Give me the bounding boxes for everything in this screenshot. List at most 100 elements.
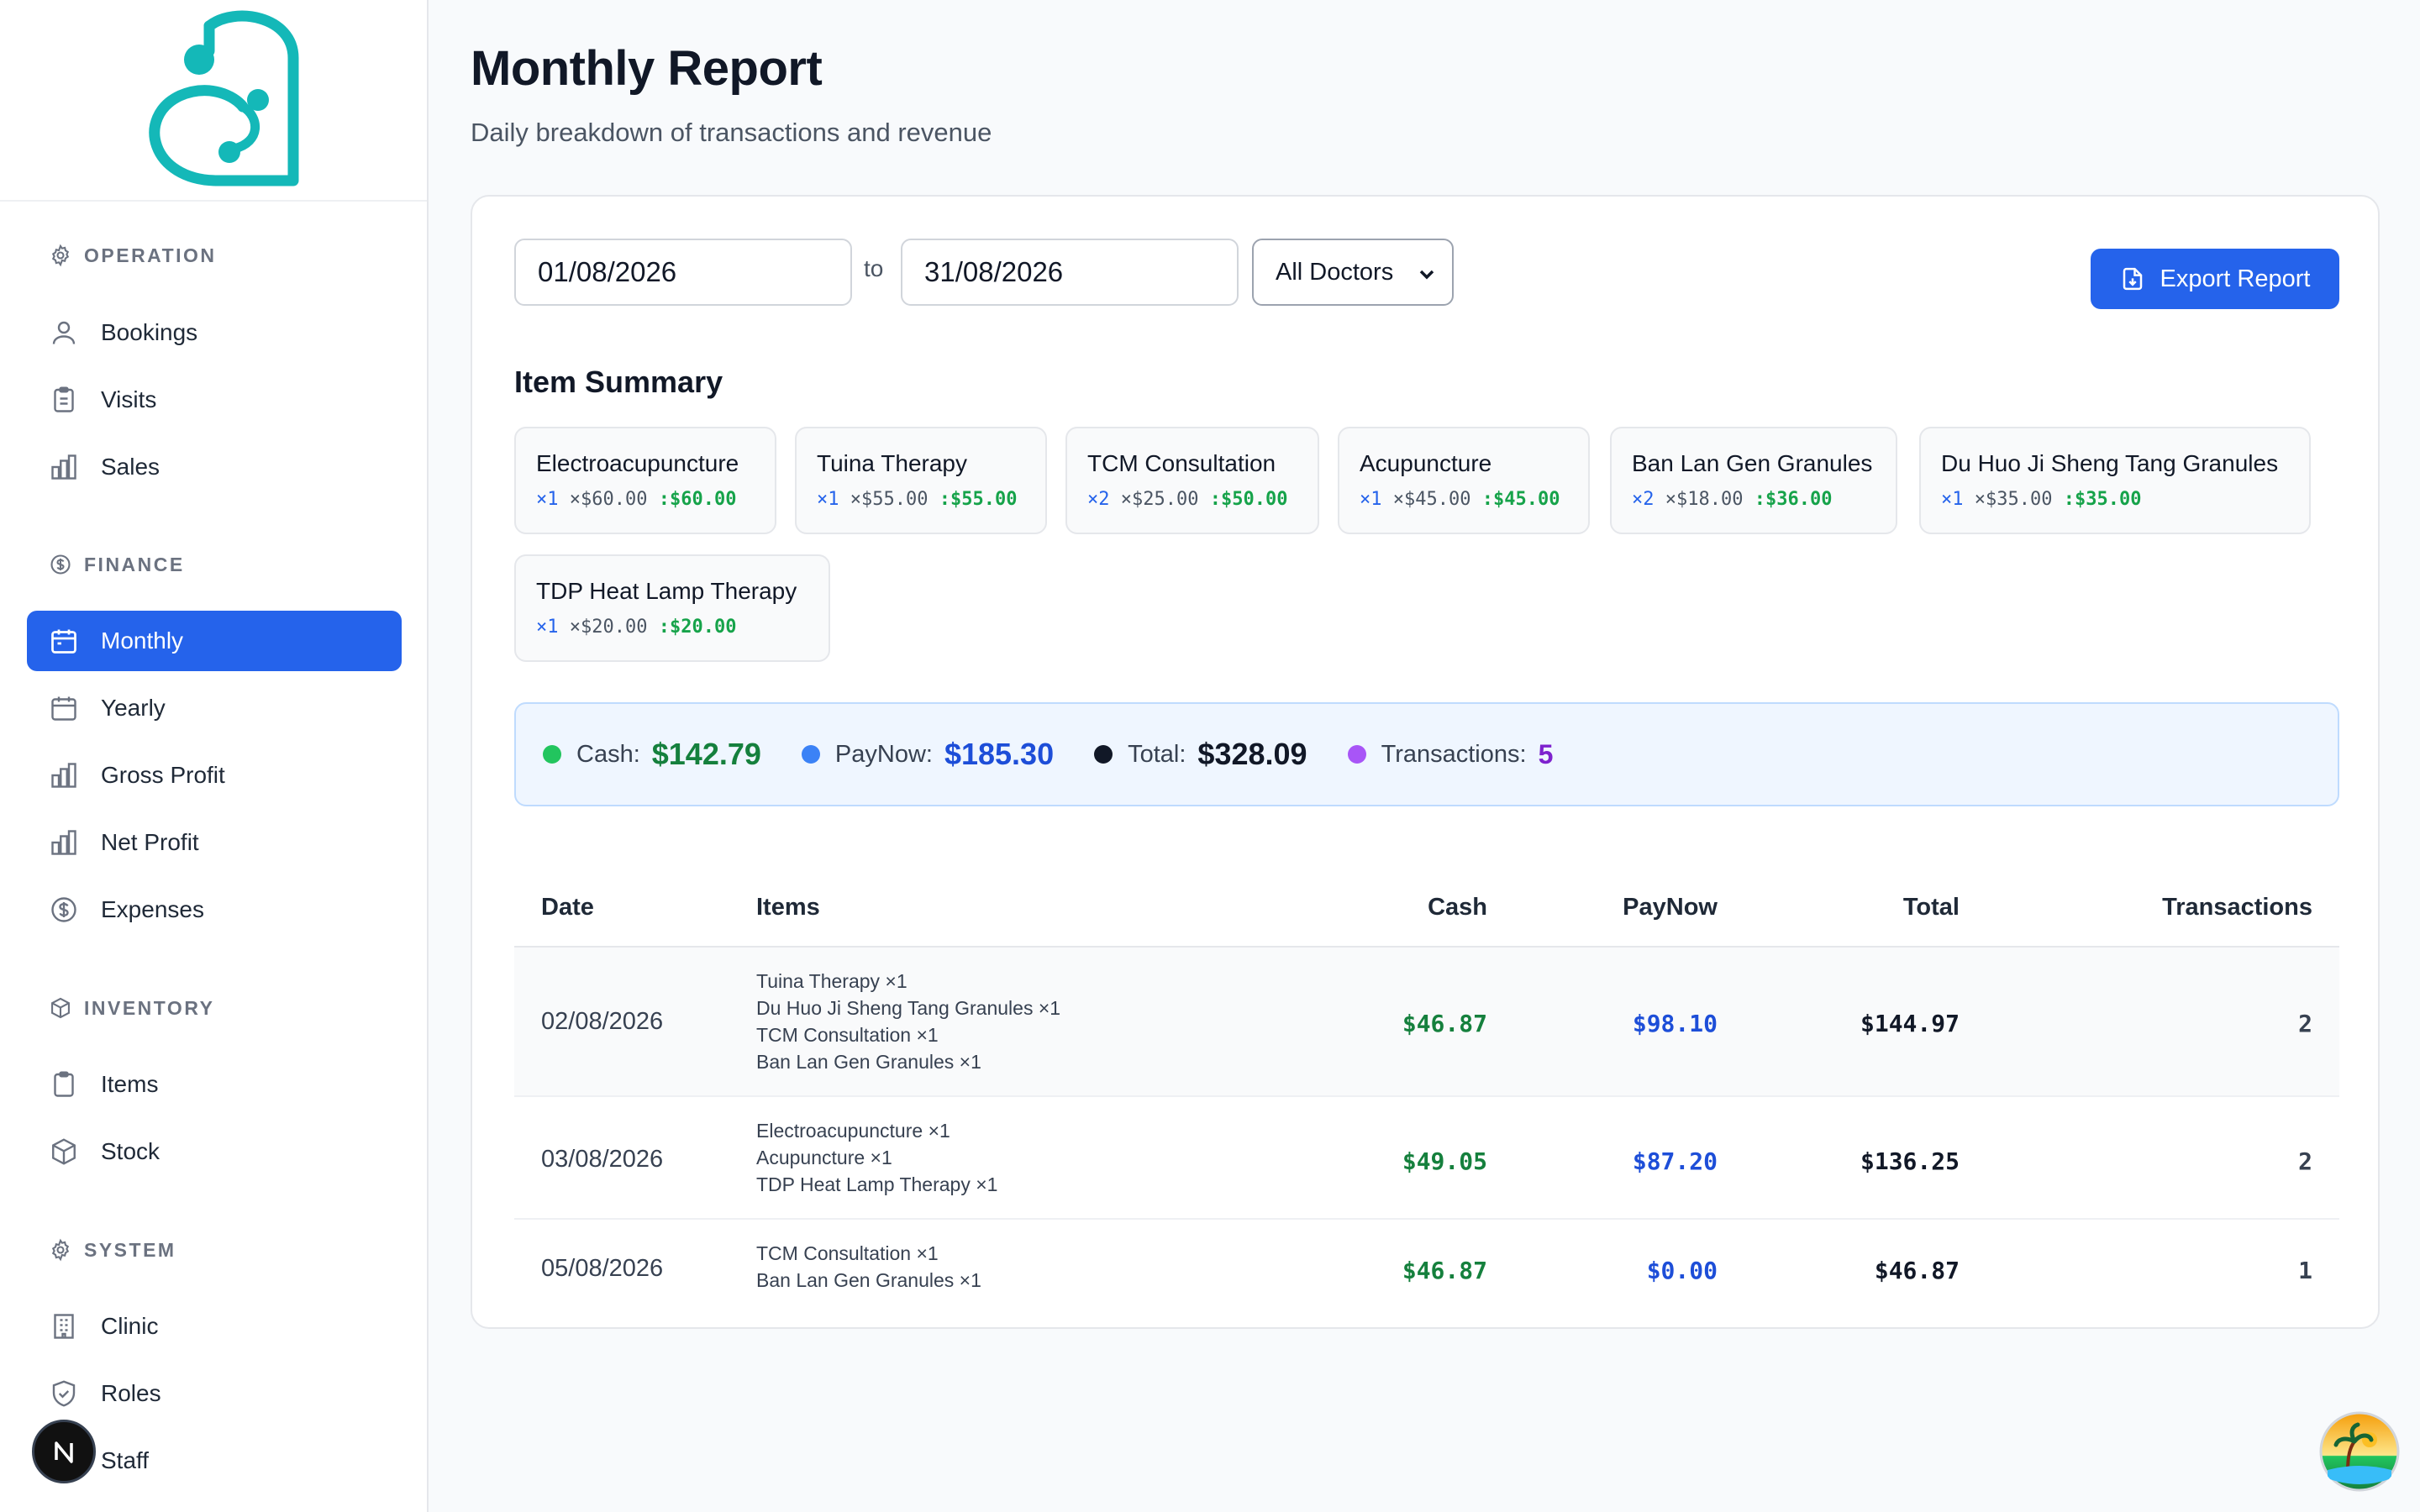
sidebar-item-expenses[interactable]: Expenses — [27, 879, 402, 940]
item-chip-amount: :$50.00 — [1209, 489, 1288, 510]
section-system: SYSTEM — [49, 1238, 176, 1262]
sidebar-item-bookings[interactable]: Bookings — [27, 302, 402, 363]
row-item-line: Du Huo Ji Sheng Tang Granules ×1 — [756, 997, 1061, 1019]
sidebar-item-label: Bookings — [101, 319, 198, 345]
item-chip-name: Du Huo Ji Sheng Tang Granules — [1941, 450, 2279, 476]
framework-badge[interactable] — [32, 1420, 96, 1483]
gear-icon — [51, 1238, 70, 1262]
sidebar-item-label: Expenses — [101, 896, 204, 922]
transactions-value: 5 — [1538, 738, 1554, 769]
doctor-select-value: All Doctors — [1276, 258, 1394, 286]
item-chip-amount: :$36.00 — [1754, 489, 1833, 510]
bar-chart-icon — [51, 454, 76, 480]
sidebar-item-monthly[interactable]: Monthly — [27, 611, 402, 671]
sidebar-item-visits[interactable]: Visits — [27, 370, 402, 430]
total-dot — [1094, 745, 1113, 764]
item-chip-amount: :$35.00 — [2063, 489, 2142, 510]
export-report-button[interactable]: Export Report — [2091, 249, 2339, 309]
sidebar-item-label: Stock — [101, 1138, 160, 1164]
shield-icon — [52, 1380, 76, 1407]
col-paynow[interactable]: PayNow — [1623, 894, 1718, 921]
end-date-input[interactable]: 31/08/2026 — [901, 239, 1239, 306]
row-cash: $49.05 — [1402, 1147, 1487, 1175]
item-chip: Tuina Therapy ×1 ×$55.00 :$55.00 — [795, 427, 1047, 534]
item-chip-qty: ×2 — [1632, 489, 1655, 510]
item-chip-name: Acupuncture — [1360, 450, 1492, 476]
sidebar-item-items[interactable]: Items — [27, 1054, 402, 1115]
sidebar-item-yearly[interactable]: Yearly — [27, 678, 402, 738]
row-items: TCM Consultation ×1 Ban Lan Gen Granules… — [756, 1240, 981, 1294]
paynow-total-value: $185.30 — [944, 737, 1055, 771]
row-cash: $46.87 — [1402, 1257, 1487, 1284]
cash-total-value: $142.79 — [651, 737, 761, 771]
transactions-stat: Transactions: 5 — [1347, 738, 1554, 770]
item-chip-price: ×$20.00 — [569, 617, 648, 638]
item-chip-meta: ×1 ×$20.00 :$20.00 — [536, 617, 829, 638]
table-row[interactable]: 02/08/2026 Tuina Therapy ×1 Du Huo Ji Sh… — [514, 948, 2339, 1097]
report-card: 01/08/2026 to 31/08/2026 All Doctors Exp… — [471, 195, 2380, 1329]
clipboard-icon — [54, 1071, 74, 1097]
item-chip-name: Ban Lan Gen Granules — [1632, 450, 1873, 476]
item-chip-qty: ×1 — [1360, 489, 1382, 510]
row-paynow: $0.00 — [1646, 1257, 1718, 1284]
sidebar-item-net-profit[interactable]: Net Profit — [27, 812, 402, 873]
item-chip-price: ×$35.00 — [1974, 489, 2053, 510]
cash-total-label: Cash: — [576, 740, 640, 768]
row-item-line: Acupuncture ×1 — [756, 1147, 892, 1168]
col-total[interactable]: Total — [1902, 894, 1960, 921]
sidebar-item-roles[interactable]: Roles — [27, 1363, 402, 1424]
sidebar-item-staff[interactable]: Staff — [27, 1431, 402, 1491]
sidebar-item-label: Gross Profit — [101, 762, 225, 788]
sidebar-item-sales[interactable]: Sales — [27, 437, 402, 497]
row-paynow: $98.10 — [1632, 1010, 1718, 1037]
date-range-separator: to — [864, 255, 884, 281]
item-chip-name: Tuina Therapy — [817, 450, 967, 476]
dollar-circle-icon — [50, 554, 71, 575]
sidebar-item-label: Net Profit — [101, 829, 199, 855]
doctor-select[interactable]: All Doctors — [1252, 239, 1454, 306]
table-row[interactable]: 03/08/2026 Electroacupuncture ×1 Acupunc… — [514, 1097, 2339, 1220]
row-cash: $46.87 — [1402, 1010, 1487, 1037]
start-date-input[interactable]: 01/08/2026 — [514, 239, 852, 306]
item-chip-qty: ×2 — [1087, 489, 1110, 510]
bar-chart-icon — [51, 830, 76, 855]
row-total: $144.97 — [1860, 1010, 1960, 1037]
sidebar-item-clinic[interactable]: Clinic — [27, 1296, 402, 1357]
grand-total-stat: Total: $328.09 — [1094, 737, 1307, 772]
sidebar-item-gross-profit[interactable]: Gross Profit — [27, 745, 402, 806]
beach-avatar-icon[interactable] — [2319, 1411, 2400, 1492]
sidebar-item-label: Clinic — [101, 1313, 159, 1339]
user-icon — [52, 321, 76, 344]
row-date: 02/08/2026 — [541, 1008, 664, 1035]
box-icon — [51, 997, 70, 1019]
sidebar-item-label: Roles — [101, 1380, 161, 1406]
col-cash[interactable]: Cash — [1428, 894, 1487, 921]
n-logo-icon — [55, 1441, 73, 1463]
item-chip: Acupuncture ×1 ×$45.00 :$45.00 — [1338, 427, 1590, 534]
row-item-line: TCM Consultation ×1 — [756, 1024, 939, 1046]
table-row[interactable]: 05/08/2026 TCM Consultation ×1 Ban Lan G… — [514, 1220, 2339, 1314]
item-chip-name: Electroacupuncture — [536, 450, 739, 476]
item-chip-qty: ×1 — [817, 489, 839, 510]
row-item-line: Ban Lan Gen Granules ×1 — [756, 1051, 981, 1073]
item-chip-qty: ×1 — [536, 617, 559, 638]
row-total: $46.87 — [1874, 1257, 1960, 1284]
col-transactions[interactable]: Transactions — [2162, 894, 2312, 921]
row-date: 05/08/2026 — [541, 1255, 664, 1282]
file-download-icon — [2123, 267, 2142, 291]
row-transactions: 2 — [2298, 1147, 2312, 1175]
item-chip-amount: :$60.00 — [658, 489, 737, 510]
item-chip-amount: :$45.00 — [1481, 489, 1560, 510]
col-items[interactable]: Items — [756, 894, 820, 921]
building-icon — [54, 1314, 74, 1339]
item-summary-heading: Item Summary — [514, 365, 723, 399]
heart-stethoscope-logo[interactable] — [117, 8, 310, 192]
col-date[interactable]: Date — [541, 894, 594, 921]
sidebar-item-stock[interactable]: Stock — [27, 1121, 402, 1182]
paynow-dot — [801, 745, 820, 764]
item-chip: Du Huo Ji Sheng Tang Granules ×1 ×$35.00… — [1919, 427, 2311, 534]
item-chip-amount: :$55.00 — [939, 489, 1018, 510]
sidebar-item-label: Yearly — [101, 695, 166, 721]
calendar-icon — [51, 696, 76, 721]
calendar-icon — [51, 629, 76, 654]
